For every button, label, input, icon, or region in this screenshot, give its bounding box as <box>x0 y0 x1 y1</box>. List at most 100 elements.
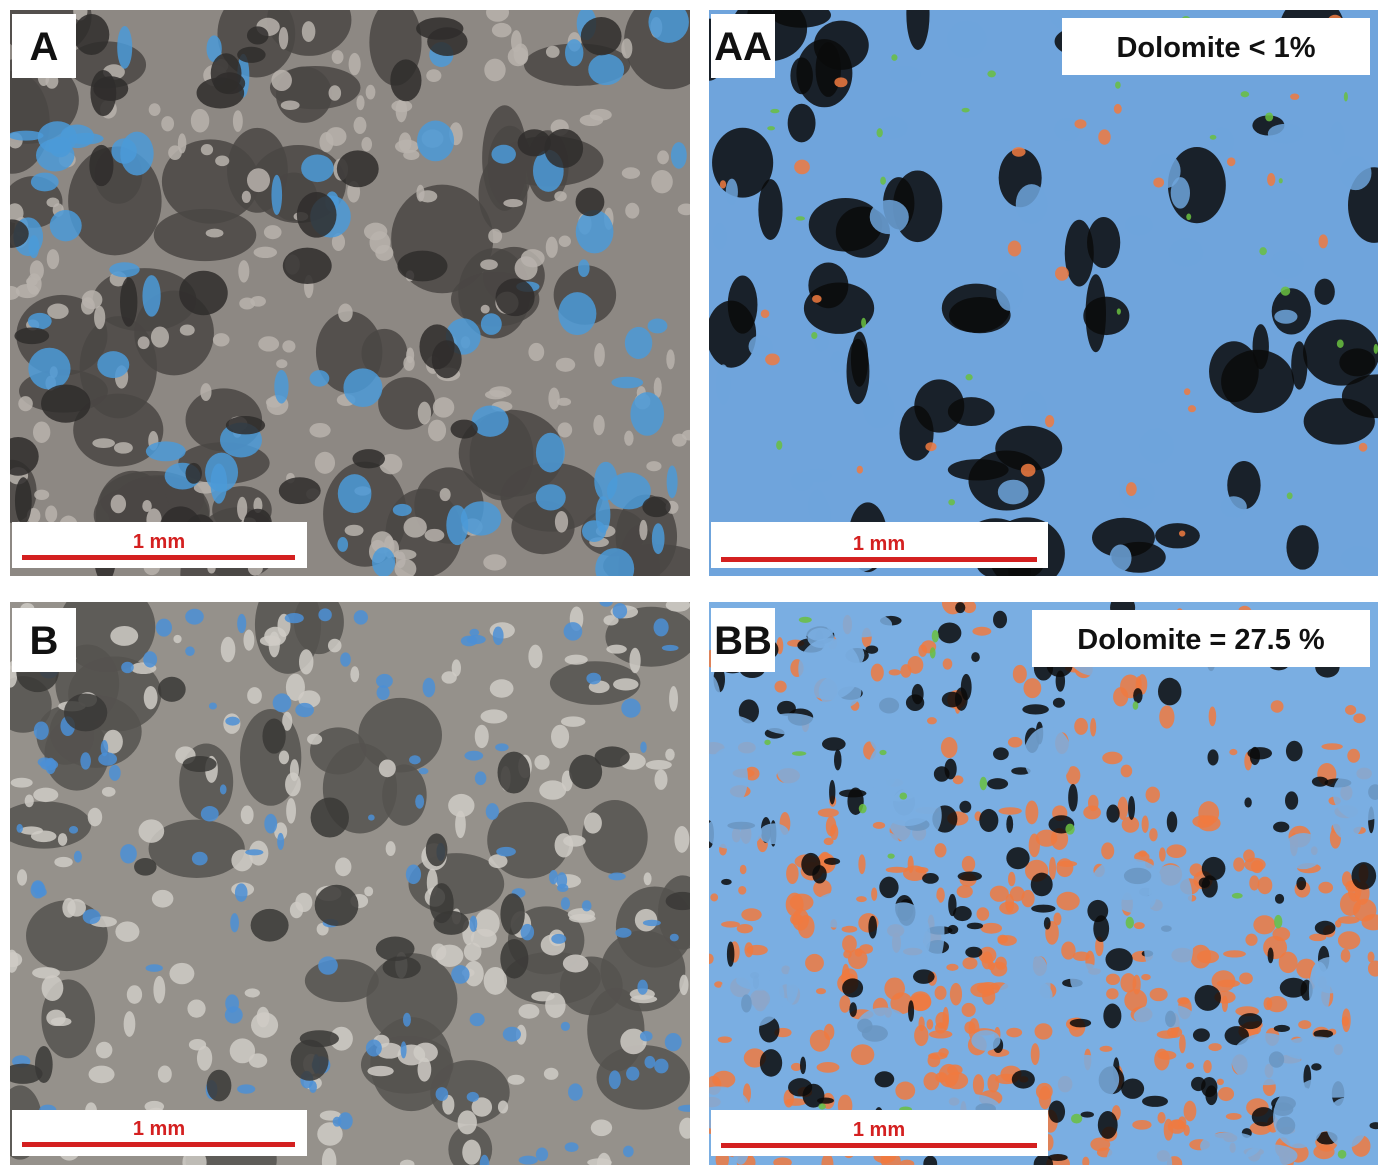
texture <box>187 999 206 1018</box>
texture <box>263 225 282 240</box>
texture <box>630 392 665 436</box>
texture <box>642 496 671 518</box>
texture <box>232 110 243 132</box>
texture <box>350 666 360 683</box>
texture <box>14 477 32 525</box>
texture <box>582 800 648 874</box>
texture <box>134 857 157 876</box>
texture <box>10 219 29 248</box>
texture <box>33 787 59 803</box>
texture <box>1098 129 1111 145</box>
texture <box>422 677 436 698</box>
texture <box>554 511 569 533</box>
texture <box>1170 177 1190 209</box>
texture <box>471 405 509 437</box>
texture <box>624 430 634 446</box>
texture <box>575 187 605 217</box>
texture <box>556 872 568 889</box>
texture <box>344 524 364 537</box>
texture <box>126 985 143 1004</box>
texture <box>956 885 973 898</box>
texture <box>776 756 811 786</box>
texture <box>1090 1137 1111 1152</box>
texture <box>1011 1070 1035 1089</box>
texture <box>460 501 502 536</box>
texture <box>240 805 254 825</box>
texture <box>98 752 118 766</box>
texture <box>474 909 500 937</box>
texture <box>33 721 49 741</box>
texture <box>959 800 972 813</box>
texture <box>206 1069 232 1102</box>
scale-box <box>12 1110 307 1156</box>
texture <box>1196 950 1220 964</box>
texture <box>487 801 570 879</box>
texture <box>153 208 257 262</box>
texture <box>1142 1095 1168 1107</box>
texture <box>247 687 262 704</box>
texture <box>621 167 641 179</box>
texture <box>1207 749 1219 766</box>
texture <box>1071 1113 1083 1124</box>
texture <box>435 944 464 967</box>
texture <box>545 992 566 1019</box>
texture <box>997 935 1017 946</box>
texture <box>763 713 819 735</box>
texture <box>664 1032 682 1052</box>
texture <box>1351 862 1377 890</box>
texture <box>348 52 361 76</box>
texture <box>17 869 28 886</box>
panel: B 1 mm <box>10 602 690 1165</box>
texture <box>278 750 290 765</box>
texture <box>138 819 165 843</box>
texture <box>10 436 39 476</box>
texture <box>871 887 878 901</box>
texture <box>816 1061 840 1073</box>
texture <box>1285 791 1299 810</box>
texture <box>934 843 947 858</box>
texture <box>1249 875 1260 891</box>
texture <box>712 127 774 198</box>
texture <box>560 716 586 727</box>
texture <box>1273 821 1290 833</box>
texture <box>353 116 367 134</box>
texture <box>450 419 478 439</box>
texture <box>654 1058 669 1074</box>
texture <box>10 1063 43 1084</box>
texture <box>463 942 482 962</box>
texture <box>366 953 458 1045</box>
texture <box>54 856 73 868</box>
texture <box>1167 1119 1186 1134</box>
texture <box>639 519 648 541</box>
texture <box>143 651 158 668</box>
texture <box>669 933 679 942</box>
texture <box>1314 920 1336 935</box>
texture <box>858 803 867 814</box>
texture <box>1311 1063 1322 1071</box>
texture <box>1278 951 1298 974</box>
texture <box>321 1147 337 1165</box>
texture <box>1072 951 1090 962</box>
texture <box>596 1152 612 1165</box>
texture <box>1102 751 1123 765</box>
texture <box>282 711 293 731</box>
texture <box>63 693 108 732</box>
texture <box>825 611 893 638</box>
texture <box>774 680 787 693</box>
texture <box>1220 496 1247 518</box>
texture <box>1074 119 1087 129</box>
texture <box>887 853 895 859</box>
texture <box>155 618 172 637</box>
texture <box>1340 948 1351 963</box>
texture <box>314 884 359 927</box>
texture <box>90 69 117 117</box>
texture <box>895 1081 916 1100</box>
texture <box>535 484 566 511</box>
texture <box>564 1142 579 1153</box>
texture <box>409 755 421 765</box>
texture <box>1116 308 1121 315</box>
texture <box>274 822 288 841</box>
texture <box>528 644 543 669</box>
annotation: Dolomite < 1% <box>1116 32 1315 64</box>
texture <box>325 127 347 146</box>
